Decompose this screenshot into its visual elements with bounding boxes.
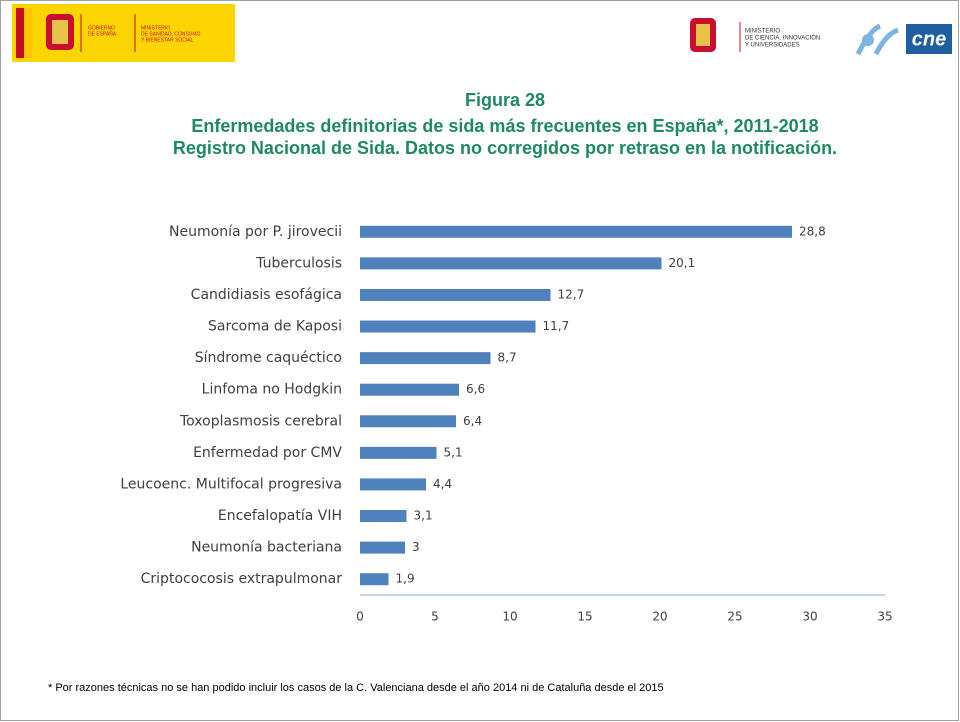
value-label: 12,7 (558, 287, 585, 301)
x-tick-label: 20 (652, 610, 667, 624)
footnote: * Por razones técnicas no se han podido … (48, 682, 664, 694)
emblem (696, 24, 710, 46)
y-tick-label: Linfoma no Hodgkin (202, 382, 342, 398)
y-tick-label: Tuberculosis (255, 255, 342, 271)
left-logo: GOBIERNO DE ESPAÑA MINISTERIO DE SANIDAD… (12, 4, 235, 62)
value-label: 5,1 (444, 445, 463, 459)
value-label: 3,1 (414, 509, 433, 523)
bar (360, 446, 437, 459)
right-logo: MINISTERIO DE CIENCIA, INNOVACIÓN Y UNIV… (690, 18, 952, 56)
value-label: 3 (412, 540, 420, 554)
chart-subtitle: Registro Nacional de Sida. Datos no corr… (173, 138, 837, 158)
bar (360, 478, 426, 491)
value-label: 4,4 (433, 477, 452, 491)
logo-text: Y BIENESTAR SOCIAL (141, 37, 194, 43)
logo-text: DE ESPAÑA (88, 30, 117, 37)
x-tick-label: 0 (356, 610, 364, 624)
bar (360, 415, 456, 428)
y-tick-label: Candidiasis esofágica (191, 287, 342, 303)
x-tick-label: 10 (502, 610, 517, 624)
logo-text: DE SANIDAD, CONSUMO (141, 31, 201, 37)
bar (360, 352, 491, 365)
x-tick-label: 5 (431, 610, 439, 624)
value-label: 6,4 (463, 414, 482, 428)
logo-text: DE CIENCIA, INNOVACIÓN (745, 35, 820, 42)
flag-stripe (16, 8, 24, 58)
value-label: 11,7 (543, 319, 570, 333)
bar (360, 541, 405, 554)
y-tick-label: Encefalopatía VIH (218, 508, 342, 524)
bar (360, 288, 551, 301)
logo-text: Y UNIVERSIDADES (745, 43, 800, 49)
cne-text: cne (912, 28, 946, 50)
value-label: 20,1 (669, 256, 696, 270)
bar (360, 225, 792, 238)
bar (360, 383, 459, 396)
logo-background (12, 4, 235, 62)
x-tick-label: 25 (727, 610, 742, 624)
x-tick-label: 15 (577, 610, 592, 624)
bar (360, 510, 407, 523)
y-tick-label: Leucoenc. Multifocal progresiva (120, 476, 342, 492)
y-tick-label: Enfermedad por CMV (193, 445, 342, 461)
logo-text: MINISTERIO (745, 29, 780, 35)
y-tick-label: Toxoplasmosis cerebral (179, 413, 342, 429)
y-tick-label: Sarcoma de Kaposi (208, 319, 342, 335)
flag-stripe (24, 8, 32, 58)
y-tick-label: Síndrome caquéctico (195, 350, 342, 366)
logo-text: GOBIERNO (88, 25, 115, 31)
cne-box (906, 24, 952, 54)
x-tick-label: 35 (877, 610, 892, 624)
y-tick-label: Criptococosis extrapulmonar (141, 571, 343, 587)
y-tick-label: Neumonía bacteriana (191, 540, 342, 556)
value-label: 28,8 (799, 224, 826, 238)
y-tick-label: Neumonía por P. jirovecii (169, 224, 342, 240)
chart-subtitle: Enfermedades definitorias de sida más fr… (191, 116, 818, 136)
bar (360, 257, 662, 270)
emblem (52, 20, 68, 44)
x-tick-label: 30 (802, 610, 817, 624)
value-label: 8,7 (498, 351, 517, 365)
isc-icon (855, 23, 899, 56)
logo-text: MINISTERIO (141, 25, 170, 31)
value-label: 1,9 (396, 572, 415, 586)
bar (360, 573, 389, 586)
chart-title: Figura 28 (465, 90, 545, 110)
value-label: 6,6 (466, 382, 485, 396)
bar (360, 320, 536, 333)
